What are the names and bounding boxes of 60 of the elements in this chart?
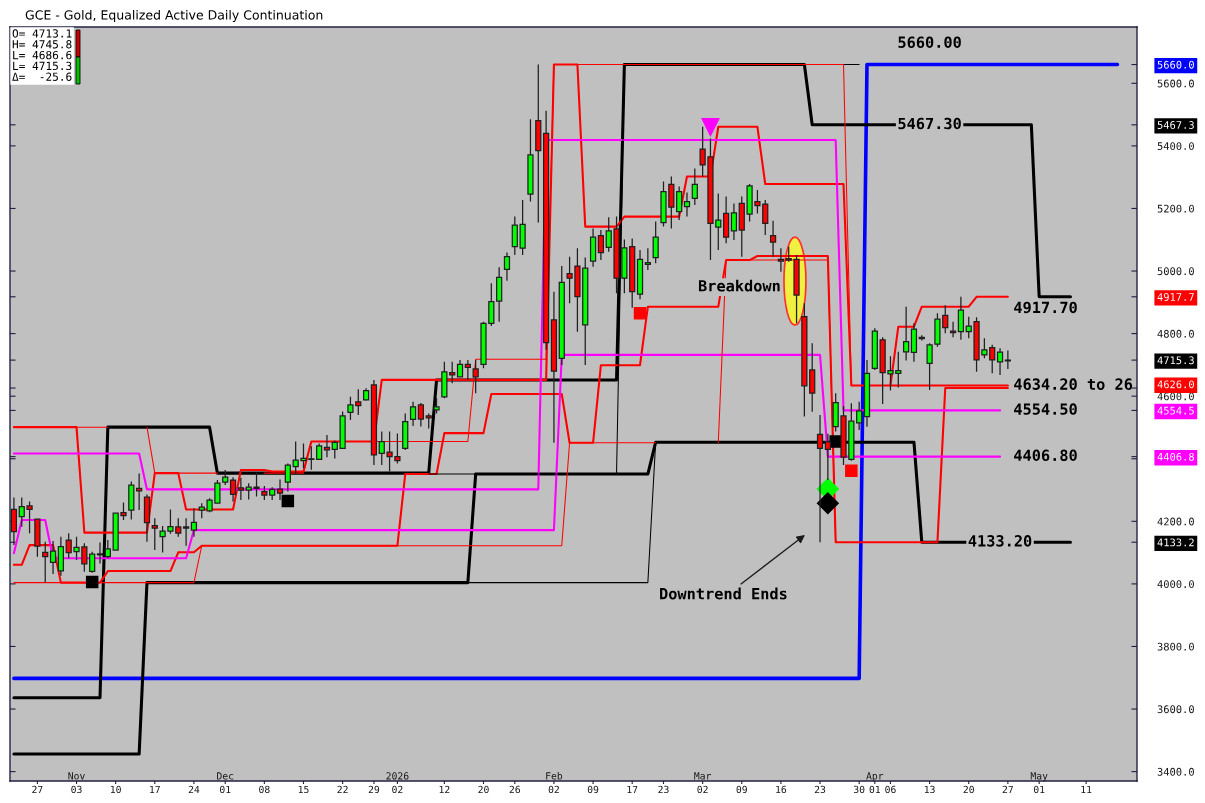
x-tick-label: Dec 01 [217,772,234,794]
y-tick-label: 3800.0 [1157,642,1194,651]
x-tick-label: 27 [1002,785,1013,793]
y-tick-label: 5200.0 [1157,204,1194,213]
y-tick-label: 5000.0 [1157,267,1194,276]
x-tick-label: 22 [337,785,348,793]
annotation: Breakdown [698,279,780,292]
x-tick-label: 09 [587,785,599,794]
y-tick-label: 4600.0 [1157,392,1194,401]
chart-title: GCE - Gold, Equalized Active Daily Continuation [25,9,323,23]
y-tick-label: 5600.0 [1157,79,1194,88]
y-tick-label: 4133.2 [1157,538,1194,547]
x-tick-label: 20 [478,785,489,794]
y-tick-label: 5467.3 [1157,121,1194,129]
data-label: 5660.00 [898,36,961,48]
data-label: 5467.30 [898,117,961,130]
x-tick-label: Nov 03 [68,772,85,794]
data-label: 4634.20 to 26 [1014,378,1133,390]
y-tick-label: 3400.0 [1157,767,1194,776]
y-tick-label: 4800.0 [1157,329,1194,338]
x-tick-label: 11 [1081,785,1092,793]
x-tick-label: 17 [627,785,638,793]
x-tick-label: 23 [814,785,826,794]
data-label: 4554.50 [1014,403,1077,415]
annotation: Downtrend Ends [660,587,787,600]
y-tick-label: 5660.0 [1157,60,1194,69]
x-tick-label: May 01 [1030,772,1048,794]
y-tick-label: 5400.0 [1157,142,1194,151]
x-tick-label: 16 [776,785,787,794]
x-tick-label: 26 [509,785,521,794]
y-tick-label: 4917.7 [1157,293,1194,301]
x-tick-label: Mar 02 [694,772,712,794]
x-tick-label: 30 [853,785,865,794]
x-tick-label: Feb 02 [546,772,563,794]
y-tick-label: 4406.8 [1157,452,1194,461]
x-tick-label: 17 [150,785,160,793]
y-tick-label: 4000.0 [1157,580,1194,589]
x-tick-label: 06 [885,785,896,794]
y-tick-label: 4554.5 [1157,406,1194,415]
x-tick-label: 20 [963,785,974,794]
x-tick-label: 08 [259,785,270,794]
annotation: O= 4713.1 H= 4745.8 L= 4686.6 L= 4715.3 Δ= -25.6 [12,29,72,81]
x-tick-label: 12 [439,785,450,793]
x-tick-label: Apr 01 [866,772,884,794]
data-label: 4917.70 [1014,301,1077,314]
y-tick-label: 4626.0 [1157,380,1194,389]
x-tick-label: 09 [736,785,747,794]
x-tick-label: 23 [658,785,669,794]
x-tick-label: 29 [368,785,380,794]
x-tick-label: 13 [924,785,935,794]
x-tick-label: 24 [188,785,200,793]
data-label: 4406.80 [1014,449,1077,462]
data-label: 4133.20 [968,535,1032,547]
y-tick-label: 3600.0 [1157,705,1194,714]
x-tick-label: 15 [298,785,309,794]
y-tick-label: 4200.0 [1157,517,1194,526]
x-tick-label: 2026 02 [386,772,409,794]
x-tick-label: 10 [110,785,121,794]
y-tick-label: 4715.3 [1157,356,1194,365]
x-tick-label: 27 [32,785,43,793]
